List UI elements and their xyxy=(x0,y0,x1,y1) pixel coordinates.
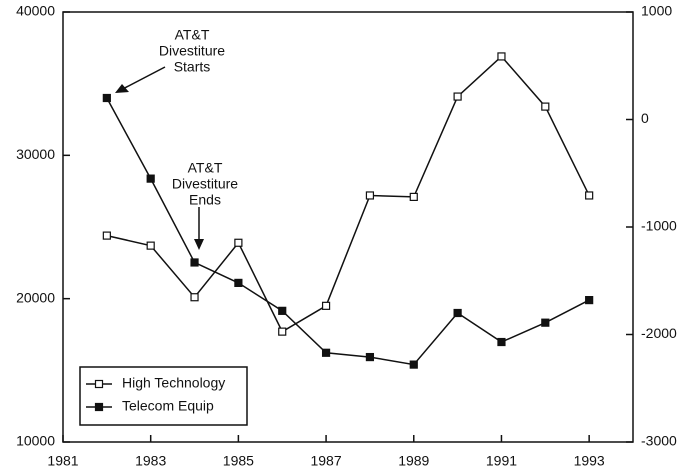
marker xyxy=(321,301,331,310)
arrow-head xyxy=(194,239,204,250)
legend-marker xyxy=(94,379,104,389)
y-tick-label: 20000 xyxy=(16,289,55,305)
marker xyxy=(541,318,550,327)
legend-marker xyxy=(94,402,104,412)
marker xyxy=(278,306,287,315)
marker xyxy=(321,348,331,357)
annotation: Divestiture xyxy=(159,43,225,59)
x-tick-label: 1985 xyxy=(223,453,254,469)
x-tick-label: 1989 xyxy=(398,453,429,469)
legend-box xyxy=(79,366,248,426)
marker xyxy=(585,191,594,200)
marker xyxy=(190,293,199,302)
y-tick-label: 30000 xyxy=(16,146,55,162)
legend-label: Telecom Equip xyxy=(122,398,214,414)
x-tick-label: 1983 xyxy=(135,453,166,469)
y-tick-label: 40000 xyxy=(16,3,55,19)
x-tick-label: 1991 xyxy=(486,453,517,469)
marker xyxy=(146,241,155,250)
marker xyxy=(146,174,155,183)
x-tick-label: 1987 xyxy=(310,453,341,469)
marker xyxy=(497,337,506,347)
marker xyxy=(102,231,111,240)
annotation: AT&T xyxy=(188,160,223,176)
marker xyxy=(365,352,375,362)
marker xyxy=(453,92,462,101)
y2-tick-label: -3000 xyxy=(641,433,677,449)
annotation: Ends xyxy=(189,192,221,208)
y2-tick-label: -2000 xyxy=(641,325,677,341)
legend-label: High Technology xyxy=(122,375,225,391)
marker xyxy=(585,296,594,305)
marker xyxy=(234,278,243,287)
arrow-head xyxy=(115,84,129,93)
marker xyxy=(278,327,287,336)
annotation: Divestiture xyxy=(172,176,238,192)
marker xyxy=(190,258,199,267)
x-tick-label: 1993 xyxy=(574,453,605,469)
y-tick-label: 10000 xyxy=(16,433,55,449)
y2-tick-label: 0 xyxy=(641,110,649,126)
marker xyxy=(409,192,418,201)
marker xyxy=(453,308,462,318)
annotation: AT&T xyxy=(175,27,210,43)
annotation: Starts xyxy=(174,59,211,75)
marker xyxy=(541,102,550,111)
marker xyxy=(365,191,375,200)
y2-tick-label: 1000 xyxy=(641,3,672,19)
marker xyxy=(102,93,111,103)
series-line xyxy=(106,97,590,366)
marker xyxy=(409,360,418,369)
marker xyxy=(497,52,506,61)
y2-tick-label: -1000 xyxy=(641,218,677,234)
x-tick-label: 1981 xyxy=(47,453,78,469)
series-line xyxy=(106,55,590,333)
annotation-arrows xyxy=(115,66,204,250)
marker xyxy=(234,238,243,247)
